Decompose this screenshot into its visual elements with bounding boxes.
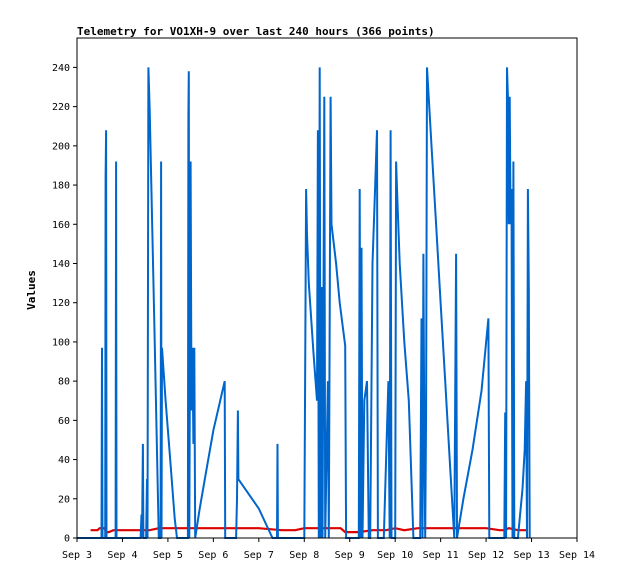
y-tick-label: 160	[52, 220, 70, 231]
y-tick-label: 80	[58, 377, 70, 388]
x-tick-label: Sep 4	[107, 550, 137, 561]
y-tick-label: 0	[64, 534, 70, 545]
x-tick-label: Sep 6	[198, 550, 228, 561]
x-tick-label: Sep 14	[559, 550, 595, 561]
x-tick-label: Sep 7	[244, 550, 274, 561]
x-tick-label: Sep 5	[153, 550, 183, 561]
chart-title: Telemetry for VO1XH-9 over last 240 hour…	[77, 25, 435, 38]
y-axis: 0 20 40 60 80 100 120 140 160 180 200 220 240	[52, 63, 77, 545]
x-tick-label: Sep 11	[423, 550, 459, 561]
x-tick-label: Sep 8	[289, 550, 319, 561]
x-tick-label: Sep 9	[335, 550, 365, 561]
x-tick-label: Sep 12	[468, 550, 504, 561]
x-tick-label: Sep 3	[62, 550, 92, 561]
y-tick-label: 20	[58, 494, 70, 505]
x-tick-label: Sep 10	[377, 550, 413, 561]
y-tick-label: 100	[52, 337, 70, 348]
y-tick-label: 40	[58, 455, 70, 466]
plot-frame	[76, 37, 578, 539]
y-axis-label: Values	[25, 270, 38, 310]
y-tick-label: 200	[52, 141, 70, 152]
y-tick-label: 140	[52, 259, 70, 270]
y-tick-label: 220	[52, 102, 70, 113]
y-tick-label: 60	[58, 416, 70, 427]
y-tick-label: 180	[52, 181, 70, 192]
y-tick-label: 240	[52, 63, 70, 74]
x-tick-label: Sep 13	[513, 550, 549, 561]
y-tick-label: 120	[52, 298, 70, 309]
x-axis: Sep 3 Sep 4 Sep 5 Sep 6 Sep 7 Sep 8 Sep 9 Sep 1…	[62, 538, 595, 561]
